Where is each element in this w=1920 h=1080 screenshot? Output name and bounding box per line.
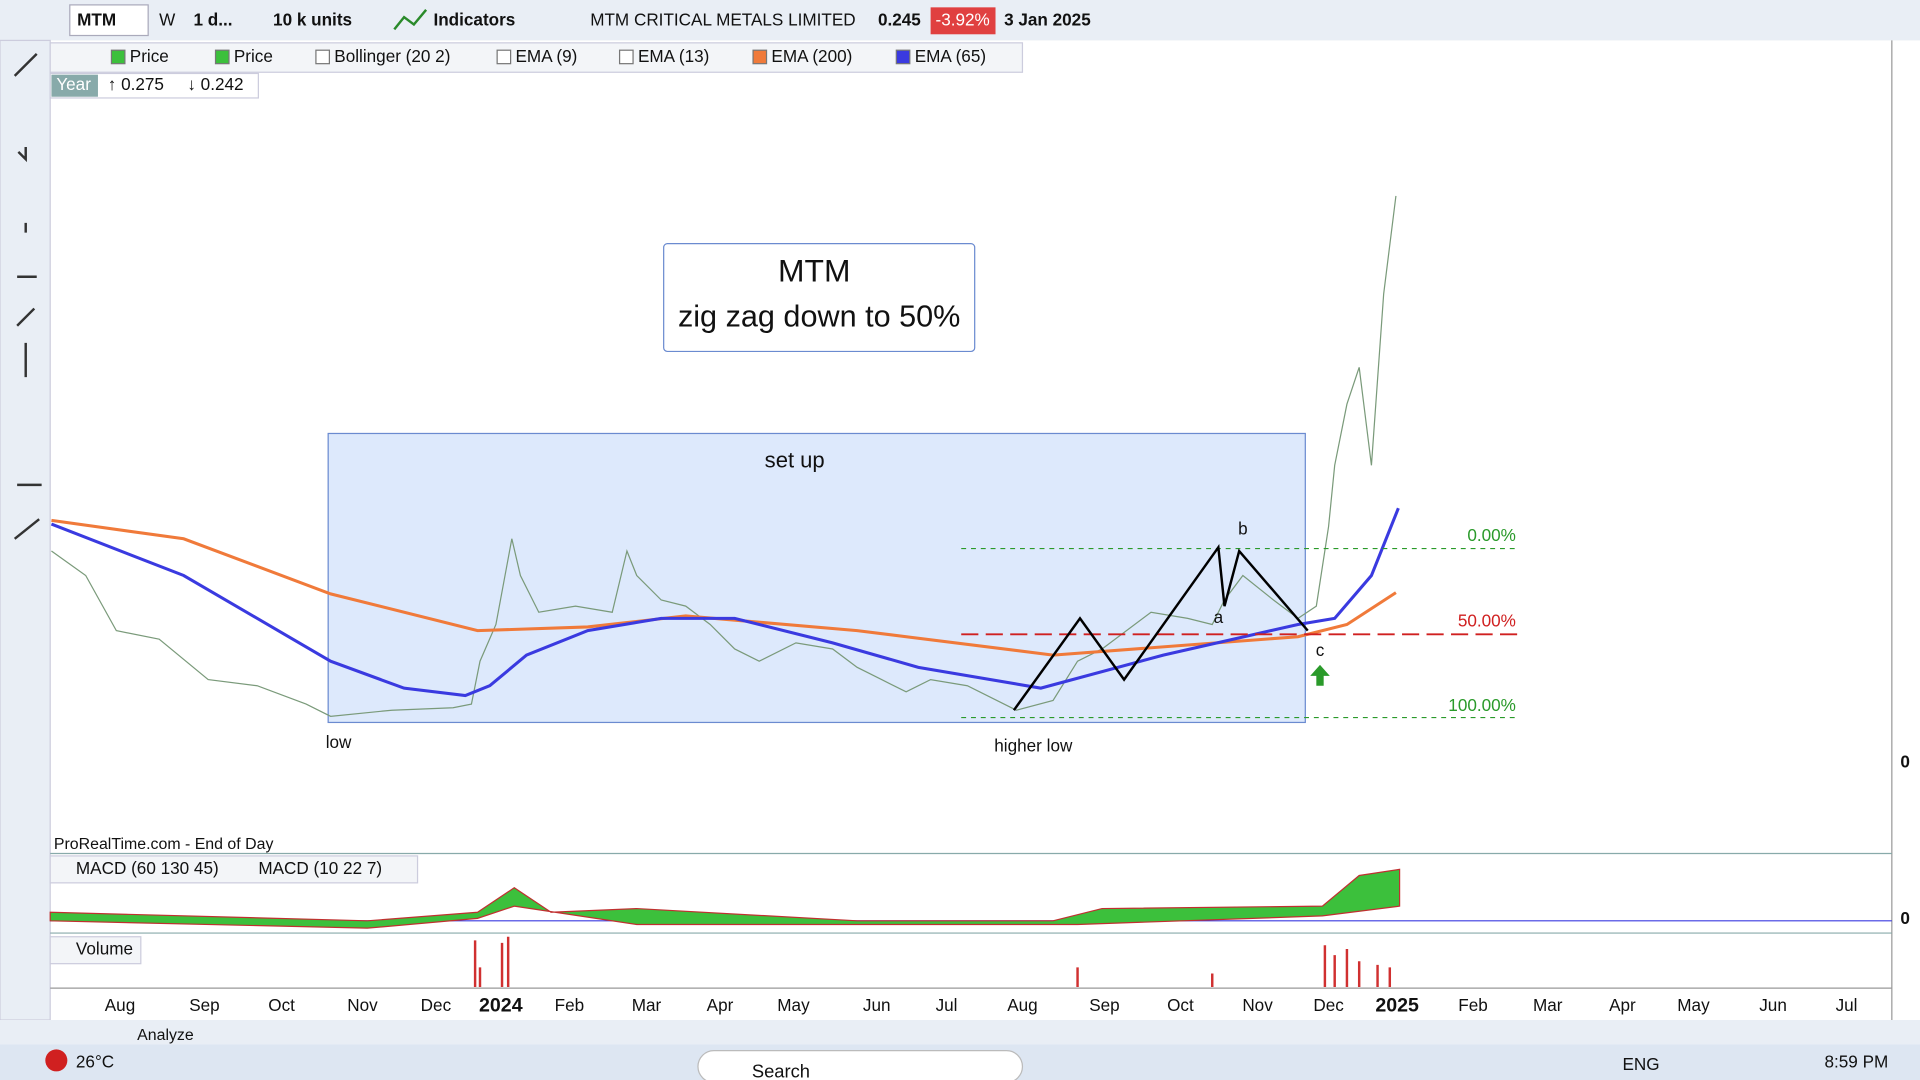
price-bars: [51, 195, 1397, 717]
annotation-subtitle: zig zag down to 50%: [678, 299, 960, 333]
weather-badge: [45, 1049, 68, 1072]
x-tick-label: Nov: [347, 995, 378, 1015]
title-box: [663, 243, 976, 353]
year-high: ↑ 0.275: [108, 74, 164, 94]
indicator-swatch[interactable]: [895, 49, 911, 65]
macd-histogram: [49, 868, 1401, 929]
ema-200: [51, 518, 1397, 657]
indicator-label[interactable]: Price: [130, 46, 169, 66]
change-badge: [930, 7, 996, 35]
change: -3.92%: [936, 9, 990, 29]
label-low: low: [326, 732, 352, 752]
indicator-swatch[interactable]: [315, 49, 330, 65]
macd-2: MACD (10 22 7): [258, 858, 382, 878]
indicator-swatch[interactable]: [214, 49, 230, 65]
bottom-bar: [0, 1020, 1920, 1045]
x-tick-label: Nov: [1242, 995, 1273, 1015]
x-tick-label: Feb: [1458, 995, 1488, 1015]
x-tick-label: 2024: [479, 995, 523, 1017]
source: ProRealTime.com - End of Day: [54, 836, 274, 853]
x-tick-label: Dec: [421, 995, 452, 1015]
symbol-box[interactable]: [69, 4, 149, 37]
volume-label: Volume: [76, 939, 133, 959]
x-tick-label: Oct: [268, 995, 295, 1015]
year-low: ↓ 0.242: [187, 74, 243, 94]
setup-box: [327, 432, 1306, 724]
setup-label: set up: [765, 447, 825, 472]
label-b: b: [1238, 519, 1248, 539]
period[interactable]: W: [159, 9, 176, 29]
tool-icons[interactable]: [13, 53, 42, 540]
y-label: 0: [1900, 751, 1910, 771]
indicator-label[interactable]: EMA (65): [915, 46, 986, 66]
weather[interactable]: 26°C: [76, 1051, 114, 1071]
interval[interactable]: 1 d...: [193, 9, 232, 29]
x-tick-label: Dec: [1313, 995, 1344, 1015]
indicator-label[interactable]: EMA (13): [638, 46, 709, 66]
search[interactable]: Search: [752, 1060, 810, 1080]
ema-65: [50, 507, 1400, 698]
x-tick-label: Sep: [189, 995, 219, 1015]
x-tick-label: Jun: [863, 995, 891, 1015]
label-c: c: [1316, 640, 1325, 660]
search-box[interactable]: [697, 1050, 1024, 1080]
indicator-list: Price Price Bollinger (20 2) EMA (9) EMA (13…: [110, 46, 986, 66]
indicator-label[interactable]: EMA (200): [771, 46, 852, 66]
x-tick-label: Apr: [707, 995, 734, 1015]
label-a: a: [1214, 607, 1224, 627]
x-tick-label: Aug: [1007, 995, 1037, 1015]
year-label-bg: [51, 74, 98, 97]
x-tick-label: Aug: [105, 995, 135, 1015]
zigzag: [1012, 543, 1309, 711]
price: 0.245: [878, 9, 921, 29]
indicators-icon: [393, 9, 428, 31]
volume-bar: [49, 936, 142, 965]
indicator-label[interactable]: EMA (9): [516, 46, 578, 66]
year-label: Year: [56, 74, 91, 94]
x-tick-label: Mar: [632, 995, 662, 1015]
x-tick-label: Oct: [1167, 995, 1194, 1015]
language[interactable]: ENG: [1622, 1054, 1659, 1074]
x-tick-label: May: [777, 995, 810, 1015]
x-tick-label: Jun: [1759, 995, 1787, 1015]
indicator-label[interactable]: Bollinger (20 2): [334, 46, 450, 66]
x-tick-label: Apr: [1609, 995, 1636, 1015]
clock[interactable]: 8:59 PM: [1824, 1051, 1888, 1071]
x-tick-label: Jul: [936, 995, 958, 1015]
annotation-title: MTM: [778, 252, 850, 288]
indicator-swatch[interactable]: [752, 49, 768, 65]
macd-1: MACD (60 130 45): [76, 858, 219, 878]
fib-0: 0.00%: [1467, 525, 1516, 545]
x-tick-label: May: [1677, 995, 1710, 1015]
indicator-bar: [49, 42, 1024, 73]
indicator-label[interactable]: Price: [234, 46, 273, 66]
x-tick-label: Mar: [1533, 995, 1563, 1015]
fib-50: 50.00%: [1458, 611, 1516, 631]
x-tick-label: Jul: [1836, 995, 1858, 1015]
symbol[interactable]: MTM: [77, 9, 116, 29]
indicator-swatch[interactable]: [496, 49, 512, 65]
tab-analyze[interactable]: Analyze: [137, 1027, 194, 1044]
volume-bars: [473, 936, 1392, 987]
indicator-swatch[interactable]: [110, 49, 126, 65]
time-labels: Aug Sep Oct Nov Dec 2024 Feb Mar Apr May Jun Jul Aug…: [105, 995, 1858, 1017]
instrument: MTM CRITICAL METALS LIMITED: [590, 9, 855, 29]
label-higher-low: higher low: [994, 735, 1073, 755]
indicators-button[interactable]: Indicators: [433, 9, 515, 29]
fib-100: 100.00%: [1448, 695, 1516, 715]
y-label: 0: [1900, 908, 1910, 928]
units[interactable]: 10 k units: [273, 9, 352, 29]
date: 3 Jan 2025: [1004, 9, 1091, 29]
x-tick-label: Feb: [555, 995, 585, 1015]
x-tick-label: 2025: [1375, 995, 1419, 1017]
x-tick-label: Sep: [1089, 995, 1119, 1015]
indicator-swatch[interactable]: [618, 49, 634, 65]
macd-bar: [49, 855, 419, 884]
up-arrow: [1310, 664, 1330, 686]
